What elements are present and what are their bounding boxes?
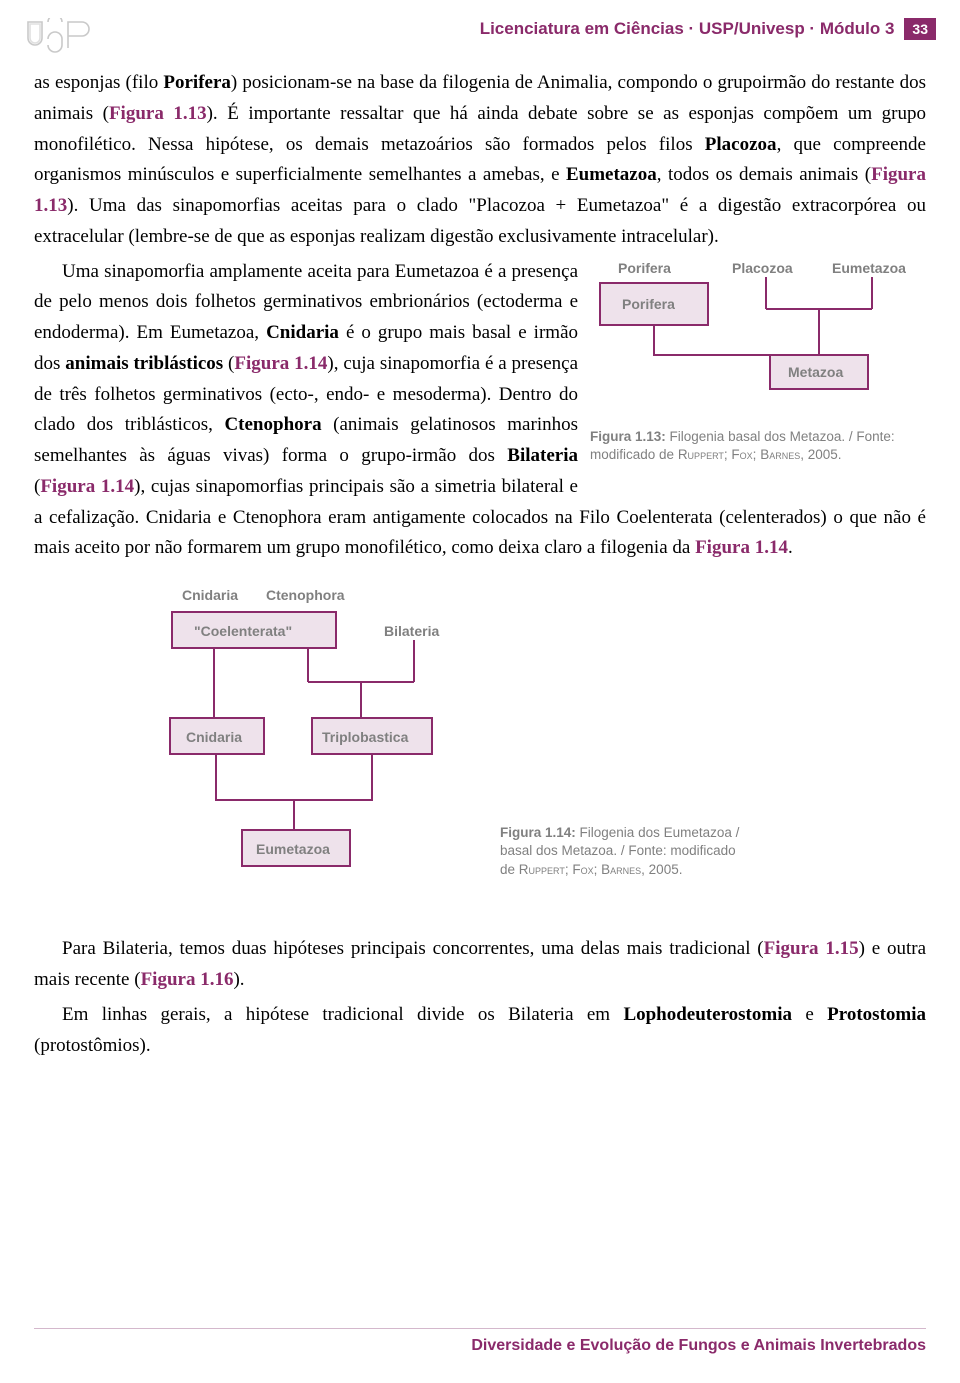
- text: Em linhas gerais, a hipótese tradicional…: [62, 1004, 623, 1025]
- bold: Lophodeuterostomia: [623, 1004, 792, 1025]
- label-bilateria: Bilateria: [384, 623, 439, 639]
- text: (protostômios).: [34, 1035, 151, 1056]
- caption-sc: Fox: [731, 447, 752, 462]
- label-cnidaria-box: Cnidaria: [186, 729, 242, 745]
- bold: Bilateria: [507, 445, 578, 466]
- figure-1-14-caption: Figura 1.14: Filogenia dos Eumetazoa / b…: [500, 824, 748, 879]
- figure-ref: Figura 1.15: [764, 938, 859, 959]
- label-cnidaria-top: Cnidaria: [182, 587, 238, 603]
- caption-text: , 2005.: [800, 447, 841, 462]
- text: .: [788, 537, 793, 558]
- page-number-badge: 33: [904, 18, 936, 40]
- text: (: [223, 353, 234, 374]
- caption-sc: Ruppert: [678, 447, 724, 462]
- text: , todos os demais animais (: [657, 164, 871, 185]
- bold: Porifera: [163, 72, 231, 93]
- page-header: Licenciatura em Ciências · USP/Univesp ·…: [0, 0, 960, 62]
- paragraph-1: as esponjas (filo Porifera) posicionam-s…: [34, 68, 926, 253]
- figure-ref: Figura 1.16: [141, 969, 234, 990]
- bold: Protostomia: [827, 1004, 926, 1025]
- label-triploblastica-box: Triplobastica: [322, 729, 409, 745]
- bold: Ctenophora: [224, 414, 321, 435]
- figure-ref: Figura 1.14: [695, 537, 788, 558]
- footer-text: Diversidade e Evolução de Fungos e Anima…: [471, 1337, 926, 1355]
- caption-sc: Ruppert: [519, 862, 565, 877]
- caption-sc: Barnes: [601, 862, 641, 877]
- text: ). Uma das sinapomorfias aceitas para o …: [34, 195, 926, 247]
- text: Para Bilateria, temos duas hipóteses pri…: [62, 938, 764, 959]
- bold: Cnidaria: [266, 322, 339, 343]
- text: ).: [233, 969, 244, 990]
- caption-bold: Figura 1.14:: [500, 825, 576, 840]
- figure-1-13-caption: Figura 1.13: Filogenia basal dos Metazoa…: [590, 428, 926, 464]
- caption-text: , 2005.: [641, 862, 682, 877]
- course-title: Licenciatura em Ciências · USP/Univesp ·…: [480, 19, 895, 39]
- header-right: Licenciatura em Ciências · USP/Univesp ·…: [480, 18, 936, 40]
- label-ctenophora-top: Ctenophora: [266, 587, 345, 603]
- label-coelenterata-box: "Coelenterata": [194, 623, 292, 639]
- figure-1-13-diagram: Porifera Placozoa Eumetazoa Porifera Met…: [590, 259, 926, 419]
- content-area: as esponjas (filo Porifera) posicionam-s…: [0, 62, 960, 1061]
- figure-ref: Figura 1.14: [234, 353, 327, 374]
- usp-logo-icon: [24, 18, 102, 54]
- figure-1-13: Porifera Placozoa Eumetazoa Porifera Met…: [590, 259, 926, 489]
- label-placozoa-top: Placozoa: [732, 260, 793, 276]
- caption-sc: Barnes: [760, 447, 800, 462]
- text: e: [792, 1004, 827, 1025]
- paragraph-4: Em linhas gerais, a hipótese tradicional…: [34, 1000, 926, 1062]
- text: as esponjas (filo: [34, 72, 163, 93]
- figure-ref: Figura 1.14: [40, 476, 134, 497]
- label-metazoa-box: Metazoa: [788, 364, 843, 380]
- bold: animais triblásticos: [65, 353, 223, 374]
- figure-1-14: Cnidaria Ctenophora "Coelenterata" Bilat…: [164, 586, 926, 916]
- bold: Eumetazoa: [566, 164, 657, 185]
- figure-ref: Figura 1.13: [109, 103, 207, 124]
- figure-1-14-diagram: Cnidaria Ctenophora "Coelenterata" Bilat…: [164, 586, 494, 906]
- label-porifera-top: Porifera: [618, 260, 671, 276]
- caption-bold: Figura 1.13:: [590, 429, 666, 444]
- label-eumetazoa-box: Eumetazoa: [256, 841, 330, 857]
- label-eumetazoa-top: Eumetazoa: [832, 260, 906, 276]
- bold: Placozoa: [705, 134, 777, 155]
- footer-divider: [34, 1328, 926, 1329]
- caption-sc: Fox: [572, 862, 593, 877]
- paragraph-3: Para Bilateria, temos duas hipóteses pri…: [34, 916, 926, 996]
- label-porifera-box: Porifera: [622, 296, 675, 312]
